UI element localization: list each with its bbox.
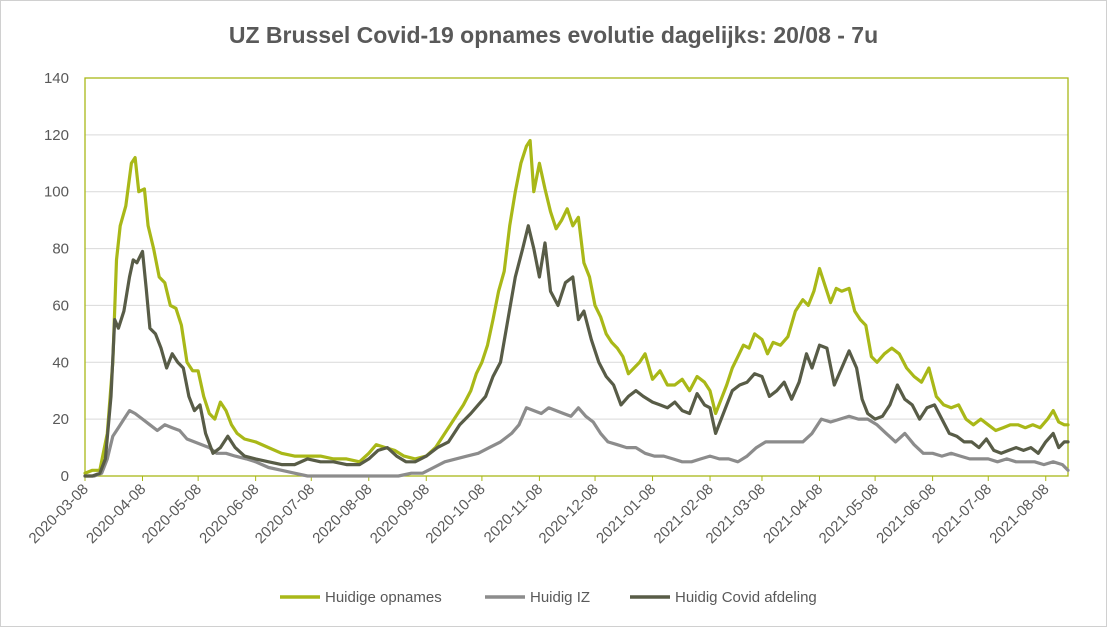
legend-label: Huidig Covid afdeling <box>675 589 817 606</box>
y-tick-label: 140 <box>44 70 69 87</box>
y-tick-label: 100 <box>44 184 69 201</box>
y-tick-label: 40 <box>52 354 69 371</box>
legend-label: Huidig IZ <box>530 589 590 606</box>
x-tick-label: 2020-12-08 <box>536 481 602 547</box>
x-tick-label: 2020-08-08 <box>309 481 375 547</box>
series-line-2 <box>83 406 1070 478</box>
y-tick-label: 120 <box>44 127 69 144</box>
x-tick-label: 2021-01-08 <box>593 481 659 547</box>
x-tick-label: 2020-05-08 <box>139 481 205 547</box>
y-tick-label: 80 <box>52 241 69 258</box>
x-tick-label: 2020-10-08 <box>422 481 488 547</box>
series-line-3 <box>83 224 1070 478</box>
gridlines <box>85 134 1068 420</box>
y-tick-label: 20 <box>52 411 69 428</box>
x-tick-label: 2020-07-08 <box>252 481 318 547</box>
y-tick-label: 0 <box>61 468 69 485</box>
x-tick-label: 2021-05-08 <box>816 481 882 547</box>
legend: Huidige opnames Huidig IZ Huidig Covid afd… <box>280 589 817 606</box>
chart-title: UZ Brussel Covid-19 opnames evolutie dag… <box>228 22 879 48</box>
x-tick-label: 2020-03-08 <box>26 481 92 547</box>
legend-label: Huidige opnames <box>325 589 442 606</box>
x-tick-label: 2021-07-08 <box>929 481 995 547</box>
series-lines <box>83 138 1070 478</box>
y-tick-label: 60 <box>52 297 69 314</box>
x-axis: 2020-03-082020-04-082020-05-082020-06-08… <box>26 476 1053 547</box>
x-tick-label: 2021-08-08 <box>986 481 1052 547</box>
plot-area-border <box>84 77 1069 477</box>
y-axis: 0 20 40 60 80 100 120 140 <box>44 70 69 485</box>
series-line-1 <box>83 138 1070 475</box>
